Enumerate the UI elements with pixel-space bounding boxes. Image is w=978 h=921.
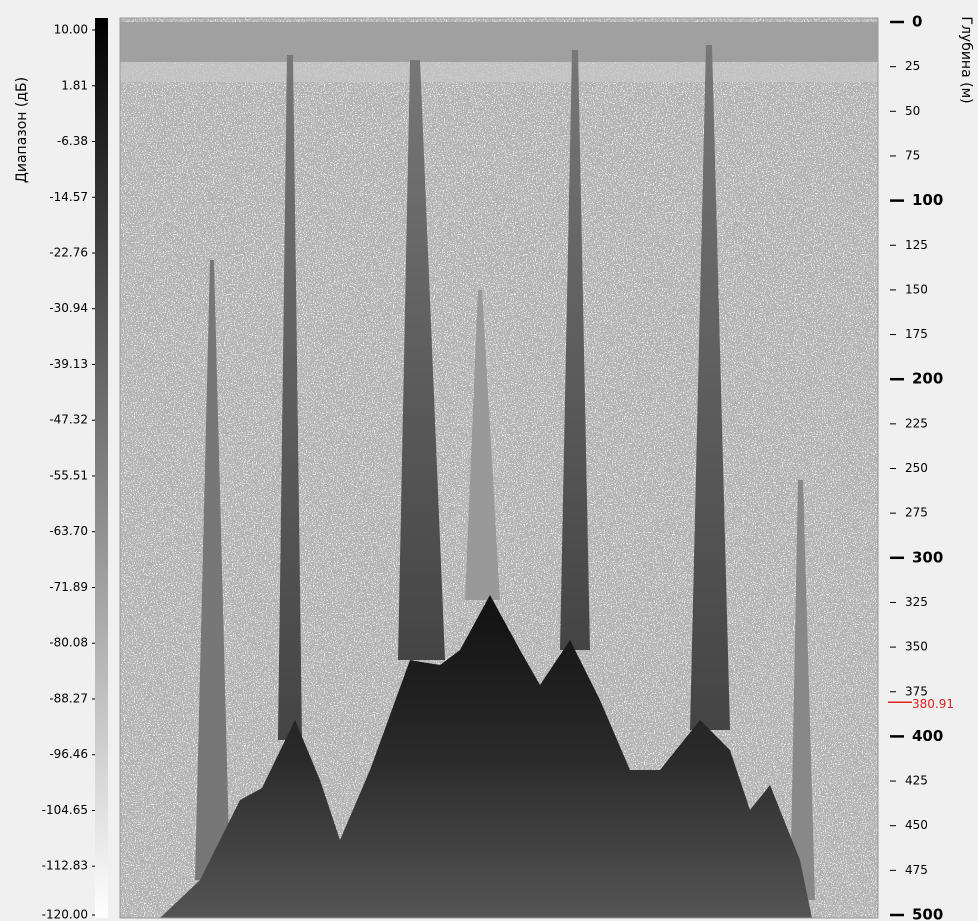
depth-marker-label: 380.91 — [912, 697, 954, 711]
colorbar — [95, 18, 108, 918]
colorbar-tick-label: 1.81 — [61, 78, 88, 92]
depth-tick-label: 425 — [905, 774, 928, 788]
depth-tick-label: 300 — [912, 548, 943, 566]
colorbar-tick-label: -47.32 — [49, 413, 88, 427]
depth-tick-label: 50 — [905, 104, 920, 118]
colorbar-tick-label: -80.08 — [49, 636, 88, 650]
depth-tick-label: 200 — [912, 370, 943, 388]
colorbar-tick-label: -55.51 — [49, 468, 88, 482]
colorbar-tick-label: -71.89 — [49, 580, 88, 594]
colorbar-tick-label: -120.00 — [42, 908, 88, 921]
depth-tick-label: 100 — [912, 191, 943, 209]
depth-tick-label: 150 — [905, 282, 928, 296]
colorbar-label: Диапазон (дБ) — [14, 77, 30, 183]
colorbar-tick-label: -88.27 — [49, 691, 88, 705]
depth-tick-label: 375 — [905, 684, 928, 698]
echogram — [120, 18, 878, 918]
depth-tick-label: 225 — [905, 416, 928, 430]
depth-tick-label: 25 — [905, 59, 920, 73]
colorbar-tick-label: -22.76 — [49, 246, 88, 260]
depth-tick-label: 325 — [905, 595, 928, 609]
depth-tick-label: 450 — [905, 818, 928, 832]
depth-tick-label: 275 — [905, 506, 928, 520]
colorbar-tick-label: -6.38 — [57, 134, 88, 148]
depth-tick-label: 175 — [905, 327, 928, 341]
depth-tick-label: 0 — [912, 13, 922, 31]
depth-tick-label: 125 — [905, 238, 928, 252]
colorbar-tick-label: -104.65 — [42, 803, 88, 817]
depth-tick-label: 75 — [905, 148, 920, 162]
colorbar-tick-label: -14.57 — [49, 190, 88, 204]
colorbar-tick-label: -39.13 — [49, 357, 88, 371]
colorbar-tick-label: -63.70 — [49, 524, 88, 538]
depth-tick-label: 350 — [905, 640, 928, 654]
colorbar-tick-label: -96.46 — [49, 747, 88, 761]
depth-tick-label: 400 — [912, 727, 943, 745]
depth-tick-label: 250 — [905, 461, 928, 475]
colorbar-tick-label: 10.00 — [54, 23, 88, 37]
depth-label: Глубина (м) — [958, 16, 974, 103]
depth-tick-label: 475 — [905, 863, 928, 877]
colorbar-tick-label: -112.83 — [42, 859, 88, 873]
depth-tick-label: 500 — [912, 906, 943, 921]
echogram-frame — [119, 17, 879, 919]
colorbar-tick-label: -30.94 — [49, 301, 88, 315]
